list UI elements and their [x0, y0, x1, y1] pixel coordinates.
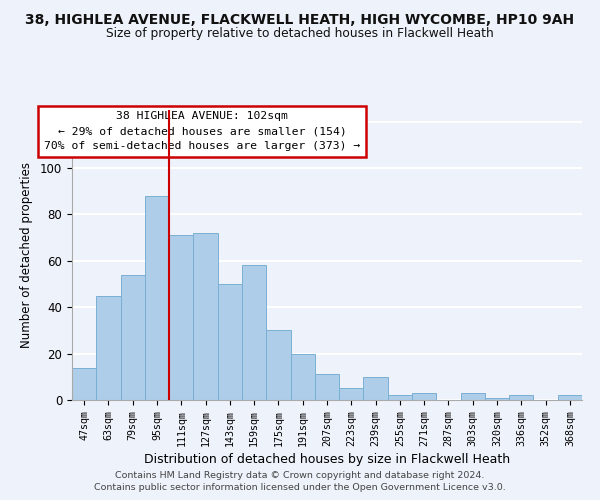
Bar	[145, 196, 169, 400]
Text: Size of property relative to detached houses in Flackwell Heath: Size of property relative to detached ho…	[106, 28, 494, 40]
Bar	[339, 388, 364, 400]
Text: Contains HM Land Registry data © Crown copyright and database right 2024.
Contai: Contains HM Land Registry data © Crown c…	[94, 471, 506, 492]
Bar	[96, 296, 121, 400]
Bar	[218, 284, 242, 400]
Bar	[121, 274, 145, 400]
Bar	[412, 393, 436, 400]
Bar	[169, 236, 193, 400]
Y-axis label: Number of detached properties: Number of detached properties	[20, 162, 33, 348]
Bar	[461, 393, 485, 400]
Bar	[558, 396, 582, 400]
Bar	[485, 398, 509, 400]
Bar	[242, 266, 266, 400]
Bar	[388, 396, 412, 400]
Bar	[364, 377, 388, 400]
Bar	[290, 354, 315, 400]
Text: 38, HIGHLEA AVENUE, FLACKWELL HEATH, HIGH WYCOMBE, HP10 9AH: 38, HIGHLEA AVENUE, FLACKWELL HEATH, HIG…	[25, 12, 575, 26]
Bar	[266, 330, 290, 400]
Bar	[72, 368, 96, 400]
Bar	[315, 374, 339, 400]
Bar	[193, 233, 218, 400]
Bar	[509, 396, 533, 400]
X-axis label: Distribution of detached houses by size in Flackwell Heath: Distribution of detached houses by size …	[144, 452, 510, 466]
Text: 38 HIGHLEA AVENUE: 102sqm
← 29% of detached houses are smaller (154)
70% of semi: 38 HIGHLEA AVENUE: 102sqm ← 29% of detac…	[44, 112, 360, 151]
